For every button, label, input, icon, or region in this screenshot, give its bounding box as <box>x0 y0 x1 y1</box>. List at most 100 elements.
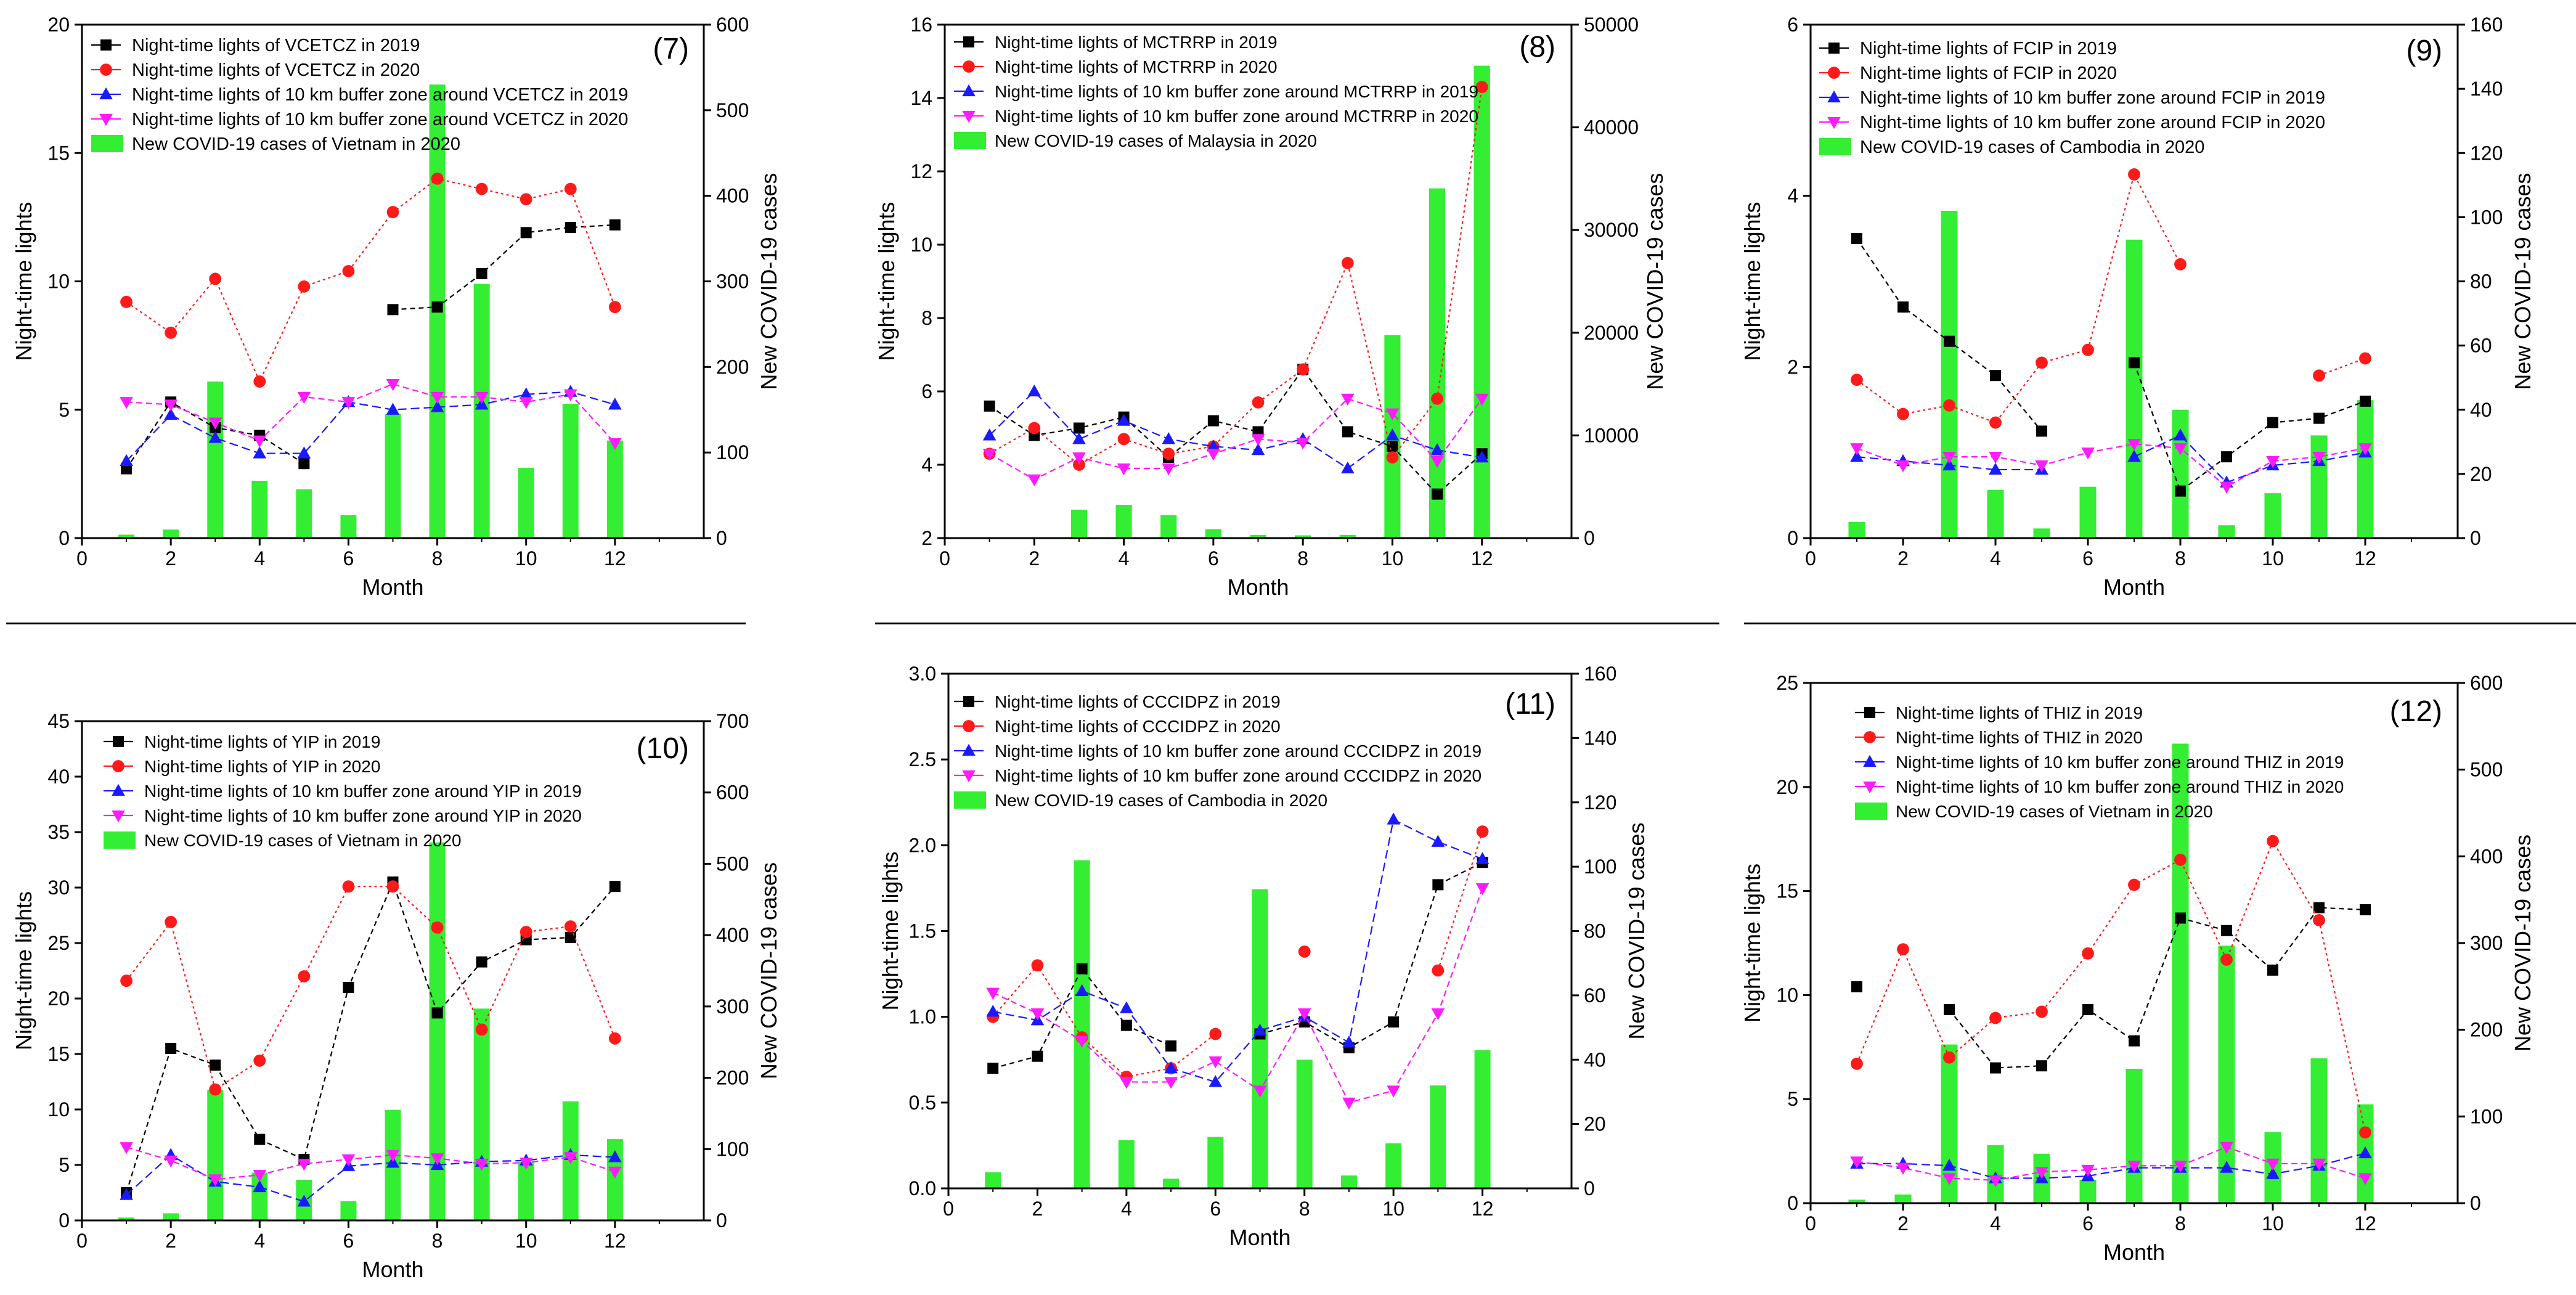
point-b2020-month-10 <box>520 397 533 409</box>
bar-covid-month-7 <box>385 414 401 538</box>
x-tick-label: 0 <box>1805 1212 1816 1235</box>
point-b2019-month-9 <box>1341 462 1355 473</box>
legend-marker-s2020 <box>112 760 124 772</box>
point-s2020-month-10 <box>520 926 532 938</box>
point-s2019-month-4 <box>1990 370 2001 381</box>
legend-label: New COVID-19 cases of Vietnam in 2020 <box>1896 802 2213 821</box>
y-left-tick-label: 1.5 <box>909 920 936 942</box>
point-s2019-month-5 <box>298 458 309 469</box>
bar-covid-month-3 <box>1074 860 1090 1188</box>
x-tick-label: 4 <box>1119 547 1130 570</box>
x-axis-label: Month <box>2103 574 2165 600</box>
point-b2020-month-1 <box>1850 443 1864 455</box>
point-s2020-month-8 <box>431 173 444 185</box>
point-s2020-month-4 <box>1989 417 2002 429</box>
panel-label: (10) <box>637 732 689 765</box>
bar-covid-month-7 <box>2126 240 2143 538</box>
y-right-axis-label: New COVID-19 cases <box>2510 173 2535 390</box>
y-right-tick-label: 300 <box>716 271 749 293</box>
bar-covid-month-2 <box>163 1213 179 1220</box>
point-s2019-month-1 <box>987 1063 998 1074</box>
point-s2019-month-12 <box>609 219 621 231</box>
series-line-b2019 <box>993 820 1482 1082</box>
point-b2020-month-4 <box>1120 1077 1133 1089</box>
point-b2019-month-11 <box>1432 835 1445 847</box>
y-right-tick-label: 500 <box>716 99 749 121</box>
legend-marker-s2020 <box>1828 67 1840 79</box>
point-s2020-month-1 <box>120 974 132 987</box>
y-left-tick-label: 20 <box>47 987 70 1010</box>
point-s2020-month-8 <box>431 921 444 934</box>
bar-covid-month-3 <box>1941 211 1958 538</box>
point-s2019-month-11 <box>565 932 576 943</box>
point-s2020-month-10 <box>2267 835 2279 848</box>
point-s2020-month-7 <box>387 206 399 218</box>
point-b2020-month-5 <box>1164 1077 1178 1089</box>
legend-swatch-covid <box>1855 803 1887 820</box>
x-tick-label: 8 <box>2175 547 2186 570</box>
legend-label: Night-time lights of 10 km buffer zone a… <box>144 806 582 825</box>
point-b2020-month-2 <box>1896 460 1910 472</box>
y-right-axis-label: New COVID-19 cases <box>756 862 781 1079</box>
legend-marker-b2019 <box>1863 755 1877 767</box>
legend-label: Night-time lights of CCCIDPZ in 2019 <box>995 692 1281 711</box>
y-left-tick-label: 15 <box>47 142 70 164</box>
legend-marker-b2019 <box>112 784 125 796</box>
point-s2020-month-12 <box>2359 353 2371 365</box>
bar-covid-month-7 <box>2126 1069 2143 1203</box>
point-s2020-month-1 <box>120 296 132 308</box>
y-right-tick-label: 40000 <box>1584 116 1639 139</box>
bar-covid-month-11 <box>1430 1085 1446 1188</box>
y-right-tick-label: 50000 <box>1584 14 1639 36</box>
point-s2019-month-10 <box>2267 417 2278 428</box>
bar-covid-month-5 <box>1160 515 1176 538</box>
y-right-tick-label: 60 <box>2470 335 2492 357</box>
point-b2020-month-5 <box>2035 460 2048 472</box>
x-tick-label: 0 <box>76 547 88 570</box>
point-s2020-month-2 <box>1032 959 1044 971</box>
bar-covid-month-12 <box>2357 400 2374 538</box>
bar-covid-month-1 <box>985 1172 1001 1188</box>
bar-covid-month-10 <box>518 1162 534 1220</box>
y-right-tick-label: 160 <box>2470 14 2503 36</box>
series-line-b2019 <box>126 1155 615 1202</box>
separator-middle <box>875 623 1719 624</box>
bar-covid-month-11 <box>563 404 579 538</box>
y-left-axis-label: Night-time lights <box>1740 202 1765 361</box>
point-s2020-month-2 <box>1028 422 1040 435</box>
legend-marker-b2020 <box>112 811 125 822</box>
legend-marker-b2020 <box>962 111 976 123</box>
y-right-axis-label: New COVID-19 cases <box>1624 822 1649 1039</box>
y-left-tick-label: 35 <box>47 821 70 843</box>
legend-label: Night-time lights of 10 km buffer zone a… <box>132 110 628 129</box>
point-s2020-month-8 <box>1298 946 1311 958</box>
y-right-tick-label: 40 <box>2470 399 2492 421</box>
bar-covid-month-4 <box>1987 490 2004 538</box>
bar-covid-month-5 <box>1163 1179 1179 1188</box>
point-s2020-month-9 <box>1342 257 1354 269</box>
point-s2019-month-11 <box>1432 489 1443 500</box>
x-tick-label: 12 <box>2354 1212 2376 1235</box>
point-s2019-month-5 <box>1165 1040 1176 1052</box>
y-right-tick-label: 80 <box>2470 271 2492 293</box>
point-s2019-month-3 <box>1944 1004 1955 1015</box>
bar-covid-month-9 <box>474 1008 490 1220</box>
point-s2020-month-4 <box>1989 1012 2002 1024</box>
y-left-tick-label: 0.5 <box>909 1092 936 1114</box>
series-line-b2020 <box>126 1147 615 1179</box>
point-s2019-month-8 <box>2175 486 2186 497</box>
x-axis-label: Month <box>362 1257 423 1282</box>
point-b2020-month-2 <box>1027 475 1041 486</box>
legend-label: New COVID-19 cases of Cambodia in 2020 <box>995 791 1327 810</box>
y-right-tick-label: 100 <box>1584 856 1616 878</box>
series-line-s2019 <box>126 882 615 1193</box>
legend-marker-s2019 <box>963 696 974 707</box>
y-left-tick-label: 10 <box>910 234 932 256</box>
y-right-tick-label: 100 <box>716 441 749 464</box>
point-s2020-month-8 <box>2174 258 2187 271</box>
y-left-tick-label: 3.0 <box>909 663 936 685</box>
point-s2019-month-8 <box>2175 912 2186 923</box>
point-b2020-month-5 <box>1162 464 1175 475</box>
point-s2019-month-4 <box>1121 1020 1132 1031</box>
point-b2020-month-4 <box>1117 464 1131 475</box>
